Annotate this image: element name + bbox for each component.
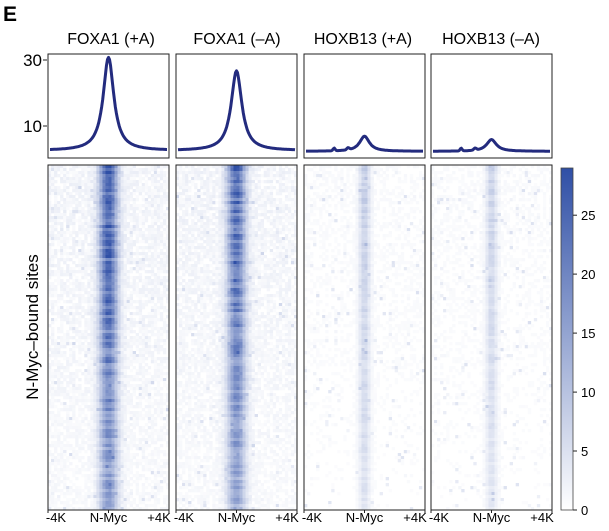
panel-1 xyxy=(47,53,170,511)
x-tick-label: N-Myc xyxy=(473,510,511,525)
y-tick-10: 10 xyxy=(23,117,42,136)
x-tick-label: N-Myc xyxy=(218,510,256,525)
x-tick-label: +4K xyxy=(275,510,299,525)
colorbar-tick-label: 25 xyxy=(581,208,595,223)
colorbar-tick-label: 0 xyxy=(581,503,588,518)
panel-4 xyxy=(430,53,553,511)
col-title-1: FOXA1 (+A) xyxy=(67,31,155,48)
x-tick-label: +4K xyxy=(403,510,427,525)
x-tick-label: +4K xyxy=(147,510,171,525)
profile-box-4 xyxy=(430,53,553,159)
x-tick-label: -4K xyxy=(429,510,450,525)
heatmap-2 xyxy=(176,165,298,511)
x-tick-label: -4K xyxy=(302,510,323,525)
x-tick-label: -4K xyxy=(174,510,195,525)
col-title-4: HOXB13 (–A) xyxy=(442,31,540,48)
col-title-3: HOXB13 (+A) xyxy=(314,31,412,48)
col-title-2: FOXA1 (–A) xyxy=(193,31,280,48)
heatmap-3 xyxy=(304,165,426,511)
heatmap-1 xyxy=(48,165,170,511)
panels-layer xyxy=(47,53,553,511)
panel-letter: E xyxy=(3,3,17,26)
profile-box-1 xyxy=(47,53,170,159)
x-tick-label: N-Myc xyxy=(346,510,384,525)
colorbar-ticks: 0 5 10 15 20 25 xyxy=(573,208,595,518)
y-axis-label: N-Myc–bound sites xyxy=(23,254,42,400)
x-ticks-layer: -4K N-Myc +4K -4K N-Myc +4K -4K N-Myc +4K -4K N-My… xyxy=(46,510,554,525)
x-tick-label: N-Myc xyxy=(90,510,128,525)
colorbar-tick-label: 15 xyxy=(581,326,595,341)
panel-3 xyxy=(303,53,426,511)
panel-2 xyxy=(175,53,298,511)
colorbar xyxy=(560,167,574,511)
x-tick-label: +4K xyxy=(530,510,554,525)
profile-box-3 xyxy=(303,53,426,159)
profile-line-1 xyxy=(49,55,168,151)
colorbar-tick-label: 10 xyxy=(581,385,595,400)
colorbar-tick-label: 5 xyxy=(581,444,588,459)
y-tick-30: 30 xyxy=(23,51,42,70)
profile-box-2 xyxy=(175,53,298,159)
colorbar-tick-label: 20 xyxy=(581,267,595,282)
profile-line-2 xyxy=(177,69,296,152)
x-tick-label: -4K xyxy=(46,510,67,525)
profile-line-3 xyxy=(305,134,424,153)
heatmap-4 xyxy=(431,165,553,511)
profile-line-4 xyxy=(432,138,551,153)
